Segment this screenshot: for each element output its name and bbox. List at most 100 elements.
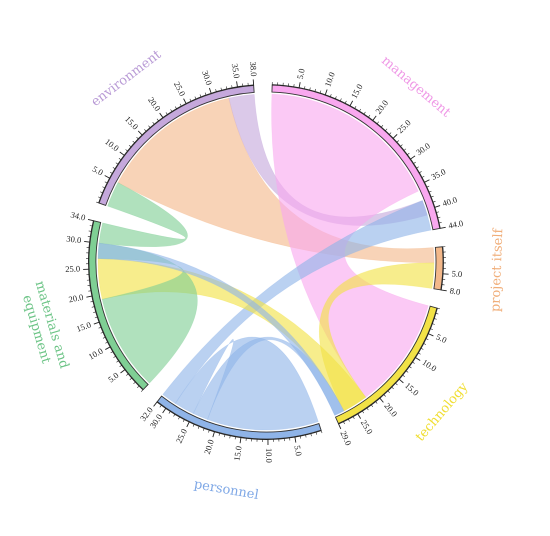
group-label-line-personnel-0: personnel xyxy=(193,477,260,503)
tick-label-environment-20: 20.0 xyxy=(146,95,163,113)
group-label-line-project-itself-0: project itself xyxy=(488,227,506,312)
ribbon-personnel-to-personnel-9 xyxy=(174,336,319,431)
minor-tick-materials-and-equipment-7 xyxy=(116,360,120,363)
major-tick-materials-and-equipment-15 xyxy=(93,321,100,325)
major-tick-environment-20 xyxy=(159,112,164,119)
minor-tick-technology-12 xyxy=(408,366,412,369)
minor-tick-materials-and-equipment-13 xyxy=(100,331,104,334)
minor-tick-environment-26 xyxy=(189,98,192,102)
major-tick-project-itself-8 xyxy=(440,289,447,292)
tick-label-materials-and-equipment-10: 10.0 xyxy=(87,346,105,362)
minor-tick-personnel-31 xyxy=(159,404,162,408)
tick-label-environment-15: 15.0 xyxy=(123,114,141,132)
group-label-line-technology-0: technology xyxy=(413,379,472,444)
major-tick-materials-and-equipment-30 xyxy=(84,241,91,243)
minor-tick-management-8 xyxy=(314,88,316,92)
ribbon-management-to-technology-2 xyxy=(271,93,429,398)
minor-tick-management-33 xyxy=(418,171,422,174)
minor-tick-environment-33 xyxy=(225,86,228,90)
minor-tick-personnel-29 xyxy=(168,410,171,414)
major-tick-personnel-25 xyxy=(186,421,190,428)
minor-tick-management-32 xyxy=(416,166,419,169)
arc-technology xyxy=(334,305,438,425)
major-tick-environment-35 xyxy=(236,81,238,88)
group-label-materials-and-equipment: materials andequipment xyxy=(17,279,72,375)
minor-tick-personnel-3 xyxy=(305,434,307,438)
minor-tick-environment-19 xyxy=(156,118,160,122)
major-tick-personnel-15 xyxy=(239,437,242,444)
minor-tick-environment-16 xyxy=(144,129,147,132)
tick-label-environment-5: 5.0 xyxy=(91,164,105,178)
group-label-personnel: personnel xyxy=(193,477,260,503)
minor-tick-management-26 xyxy=(396,140,399,143)
minor-tick-technology-7 xyxy=(423,342,427,345)
minor-tick-management-29 xyxy=(406,152,410,156)
minor-tick-technology-18 xyxy=(387,390,390,393)
minor-tick-personnel-28 xyxy=(173,413,176,417)
minor-tick-management-19 xyxy=(367,114,371,118)
minor-tick-environment-14 xyxy=(136,136,139,140)
minor-tick-technology-24 xyxy=(361,410,365,414)
arc-project-itself xyxy=(433,246,444,291)
major-tick-management-5 xyxy=(298,82,301,89)
minor-tick-technology-21 xyxy=(375,401,378,404)
tick-label-personnel-15: 15.0 xyxy=(232,445,244,461)
minor-tick-materials-and-equipment-2 xyxy=(133,381,136,385)
ribbon-materials-and-equipment-to-technology-10 xyxy=(97,242,345,416)
major-tick-management-25 xyxy=(392,134,398,139)
minor-tick-management-43 xyxy=(438,222,442,224)
minor-tick-personnel-26 xyxy=(182,419,185,422)
tick-label-management-20: 20.0 xyxy=(373,98,390,116)
group-label-technology: technology xyxy=(413,379,472,444)
minor-tick-environment-23 xyxy=(175,106,178,110)
minor-tick-technology-28 xyxy=(343,421,345,425)
arc-materials-and-equipment xyxy=(88,220,149,391)
tick-label-materials-and-equipment-15: 15.0 xyxy=(75,319,92,333)
major-tick-environment-10 xyxy=(119,151,125,156)
tick-label-personnel-10: 10.0 xyxy=(264,448,274,463)
tick-label-technology-10: 10.0 xyxy=(421,357,439,373)
minor-tick-environment-12 xyxy=(128,144,132,148)
tick-label-management-35: 35.0 xyxy=(429,166,447,182)
arc-management xyxy=(271,84,441,231)
tick-label-technology-29: 29.0 xyxy=(338,429,353,447)
tick-label-environment-38: 38.0 xyxy=(248,61,259,77)
minor-tick-technology-22 xyxy=(370,404,374,408)
minor-tick-management-17 xyxy=(358,108,362,112)
minor-tick-management-9 xyxy=(319,90,322,94)
major-tick-environment-30 xyxy=(208,87,212,94)
minor-tick-personnel-27 xyxy=(178,416,181,420)
tick-label-management-25: 25.0 xyxy=(395,118,413,136)
arc-environment xyxy=(98,84,255,206)
major-tick-materials-and-equipment-10 xyxy=(105,346,111,350)
ribbon-materials-and-equipment-to-environment-8 xyxy=(98,182,188,248)
minor-tick-management-31 xyxy=(413,161,416,165)
minor-tick-materials-and-equipment-11 xyxy=(105,341,109,344)
minor-tick-personnel-17 xyxy=(229,435,231,439)
minor-tick-technology-16 xyxy=(395,382,398,386)
minor-tick-technology-14 xyxy=(402,374,405,377)
major-tick-personnel-30 xyxy=(162,407,167,414)
minor-tick-environment-3 xyxy=(102,186,106,189)
tick-label-management-40: 40.0 xyxy=(441,194,458,208)
tick-label-technology-25: 25.0 xyxy=(359,418,375,436)
minor-tick-management-38 xyxy=(430,195,434,198)
minor-tick-personnel-19 xyxy=(218,432,221,436)
tick-label-materials-and-equipment-30: 30.0 xyxy=(66,233,82,245)
major-tick-management-44 xyxy=(439,226,446,229)
minor-tick-management-39 xyxy=(432,201,436,203)
minor-tick-environment-8 xyxy=(115,162,119,165)
minor-tick-materials-and-equipment-3 xyxy=(129,377,133,380)
minor-tick-technology-0 xyxy=(436,307,440,310)
minor-tick-environment-27 xyxy=(194,96,197,100)
minor-tick-materials-and-equipment-33 xyxy=(89,225,93,227)
arc-personnel xyxy=(156,395,322,440)
minor-tick-environment-0 xyxy=(96,201,100,204)
major-tick-management-40 xyxy=(434,205,441,208)
ribbon-management-to-personnel-3 xyxy=(162,200,432,404)
tick-label-materials-and-equipment-20: 20.0 xyxy=(68,292,85,305)
minor-tick-management-11 xyxy=(329,94,332,98)
minor-tick-management-28 xyxy=(403,148,407,151)
minor-tick-environment-24 xyxy=(179,103,182,107)
major-tick-technology-15 xyxy=(398,378,404,384)
